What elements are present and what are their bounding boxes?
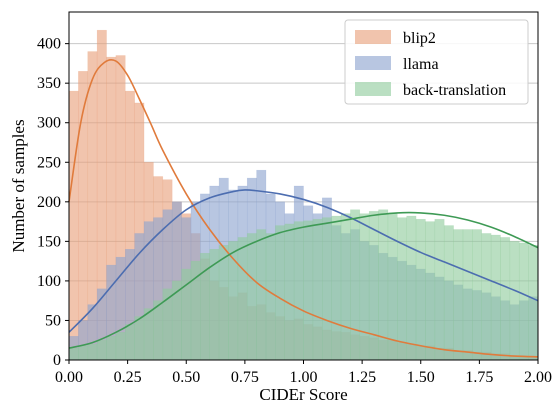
histogram-bar	[115, 332, 126, 361]
x-tick-label: 2.00	[524, 369, 552, 386]
y-tick-label: 100	[37, 273, 61, 290]
histogram-bar	[275, 225, 285, 361]
histogram-bar	[237, 237, 248, 361]
histogram-bar	[68, 90, 79, 361]
histogram-bar	[87, 343, 98, 361]
histogram-bar	[265, 233, 276, 361]
histogram-bar	[453, 229, 464, 361]
y-tick-label: 200	[37, 194, 61, 211]
histogram-bar	[415, 218, 426, 361]
x-tick-label: 1.75	[465, 369, 493, 386]
histogram-bar	[406, 215, 417, 361]
density-curves	[68, 59, 539, 358]
histogram-bar	[331, 215, 342, 361]
histogram-bar	[518, 242, 529, 361]
y-tick-label: 400	[37, 36, 61, 53]
x-tick-label: 1.00	[290, 369, 318, 386]
histogram-bar	[528, 245, 539, 361]
histogram-bar	[472, 229, 482, 361]
histogram-bar	[218, 245, 229, 361]
histogram-bar	[387, 213, 398, 361]
kde-curve	[68, 59, 539, 358]
histogram-bar	[68, 347, 79, 361]
x-tick-label: 1.25	[348, 369, 376, 386]
histogram-bar	[153, 300, 164, 361]
histogram-bar	[425, 221, 436, 361]
histogram-bar	[293, 221, 304, 361]
histogram-bar	[143, 308, 154, 361]
legend-swatch	[355, 30, 391, 44]
histogram-bar	[303, 220, 314, 361]
x-tick-label: 0.50	[172, 369, 200, 386]
histogram-bar	[96, 339, 107, 361]
histogram-bar	[509, 241, 520, 361]
y-tick-label: 300	[37, 115, 61, 132]
y-tick-label: 250	[37, 154, 61, 171]
y-axis-label: Number of samples	[9, 119, 28, 252]
histogram-bar	[500, 237, 511, 361]
histogram-bar	[434, 218, 445, 361]
histogram-bar	[322, 217, 332, 361]
legend-label: llama	[403, 56, 439, 73]
histogram-bar	[256, 229, 267, 361]
histogram-bar	[134, 316, 145, 361]
histogram-bar	[462, 229, 473, 361]
histogram-bar	[481, 233, 492, 361]
x-axis-label: CIDEr Score	[259, 385, 347, 404]
x-tick-label: 0.00	[55, 369, 83, 386]
y-tick-label: 50	[45, 312, 61, 329]
histogram-bar	[284, 223, 295, 361]
histogram-bar	[350, 209, 361, 361]
histogram-bar	[312, 218, 323, 361]
histogram-bar	[368, 211, 379, 361]
histogram-bar	[443, 225, 454, 361]
kde-curve	[68, 211, 539, 349]
x-axis-ticks: 0.00 0.25 0.50 0.75 1.00 1.25 1.50 1.75 2.00	[55, 360, 552, 386]
x-tick-label: 0.25	[114, 369, 142, 386]
histogram-bar	[359, 213, 370, 361]
y-axis-ticks: 0 50 100 150 200 250 300 350 400	[37, 36, 69, 369]
x-tick-label: 0.75	[231, 369, 259, 386]
y-tick-label: 350	[37, 75, 61, 92]
legend-swatch	[355, 56, 391, 70]
histogram-bar	[397, 217, 407, 361]
histogram-bar	[125, 324, 135, 361]
kde-curve	[68, 189, 539, 333]
histogram-bar	[106, 336, 117, 361]
legend-label: back-translation	[403, 82, 506, 99]
legend: blip2 llama back-translation	[344, 19, 529, 105]
histogram-bar	[78, 345, 89, 361]
legend-swatch	[355, 82, 391, 96]
histogram-bar	[490, 234, 501, 361]
y-tick-label: 150	[37, 233, 61, 250]
histogram-bar	[246, 233, 257, 361]
x-tick-label: 1.50	[407, 369, 435, 386]
y-tick-label: 0	[53, 352, 61, 369]
legend-label: blip2	[403, 30, 436, 47]
histogram-bar	[340, 213, 351, 361]
